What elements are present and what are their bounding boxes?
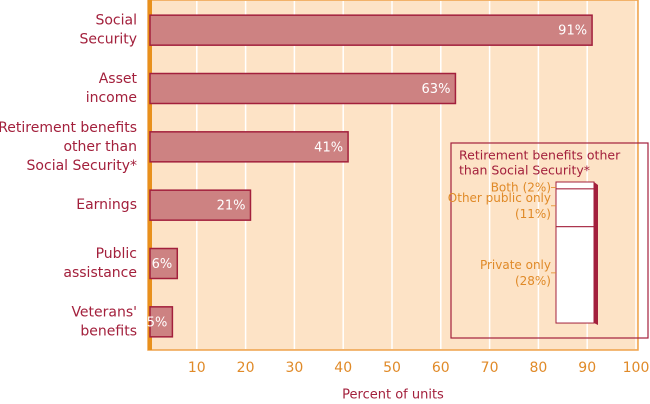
x-tick-label: 60 [432,360,450,376]
segment-value: (28%) [515,273,551,287]
segment [555,226,595,324]
inset-title: Retirement benefits other than Social Sec… [459,147,621,177]
x-tick-label: 30 [285,360,303,376]
segment [555,181,595,190]
value-label: 21% [217,199,246,214]
x-tick-label: 100 [623,360,650,376]
segment [555,188,595,228]
segment-label: Other public only (11%) [448,190,551,220]
segment-name: Private only [480,257,551,271]
segment-label: Both (2%) [491,180,551,194]
category-label: Retirement benefits other than Social Secu… [0,120,137,174]
category-label: Social Security [80,13,138,48]
value-label: 5% [147,315,168,330]
x-tick-label: 90 [578,360,596,376]
x-tick-label: 40 [334,360,352,376]
category-label: Asset income [86,71,138,106]
value-label: 63% [422,82,451,97]
x-tick-label: 50 [383,360,401,376]
bar-side [594,182,598,326]
bar [149,247,179,280]
segment-value: (11%) [515,206,551,220]
x-tick-label: 70 [481,360,499,376]
category-label: Earnings [76,197,137,213]
segment-name: Other public only [448,190,551,204]
value-label: 6% [152,257,173,272]
bar [149,72,457,105]
value-label: 41% [314,140,343,155]
segment-value: (2%) [523,180,551,194]
segment-label: Private only (28%) [480,257,551,287]
category-label: Veterans' benefits [71,304,137,339]
bar [149,131,349,163]
x-tick-label: 10 [188,360,206,376]
bar [149,14,593,46]
inset-box [450,142,649,339]
segment-name: Both [491,180,519,194]
bar [149,306,174,338]
category-label: Public assistance [63,246,137,281]
bar [149,189,252,221]
x-axis-label: Percent of units [342,388,444,403]
x-tick-label: 20 [237,360,255,376]
value-label: 91% [558,24,587,39]
x-tick-label: 80 [529,360,547,376]
